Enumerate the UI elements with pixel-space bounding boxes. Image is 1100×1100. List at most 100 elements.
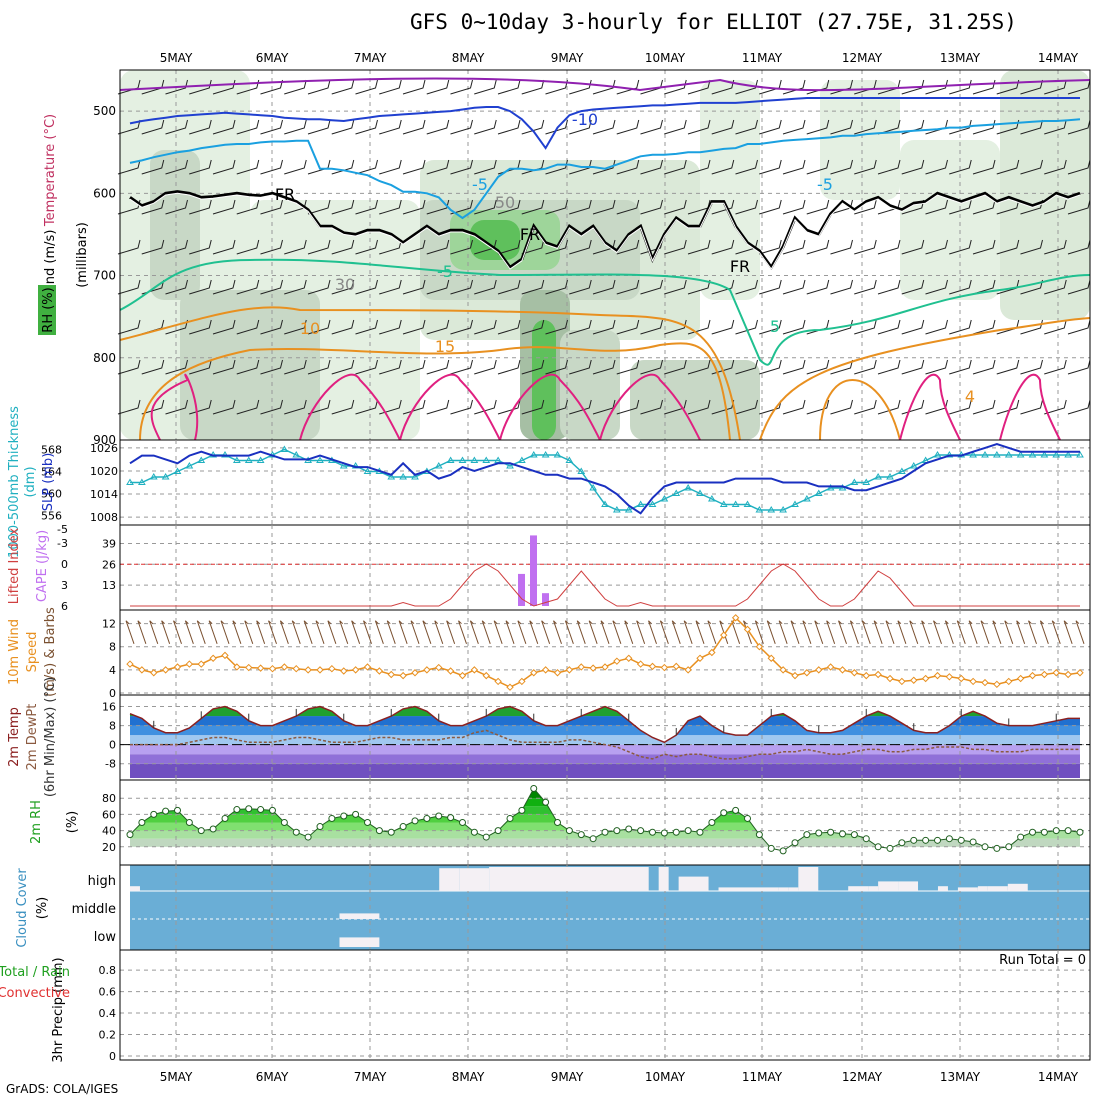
- surface-wind-barb: [968, 620, 978, 644]
- wind-speed-point: [767, 654, 775, 662]
- temp-band: [130, 725, 1080, 736]
- wind-barb: [972, 119, 996, 135]
- thickness-point: [624, 506, 633, 513]
- wind-barb: [735, 119, 758, 135]
- wind-barb: [426, 119, 450, 135]
- thickness-point: [886, 473, 894, 480]
- y-tick-label: 8: [109, 720, 116, 733]
- thickness-axis-title-text: 1000-500mb Thickness: [7, 406, 22, 558]
- temp-contour-20: [999, 373, 1061, 441]
- temp-contour-15: [139, 342, 901, 441]
- rh-shading: [470, 220, 520, 260]
- wind-barb: [949, 359, 972, 375]
- wind-barb: [379, 359, 402, 375]
- thickness-unit-title: (dm): [23, 466, 38, 497]
- wind-speed-point: [731, 614, 740, 622]
- wind-barb: [735, 319, 758, 335]
- wind-barb: [925, 79, 948, 95]
- wind-barb: [284, 159, 307, 175]
- thickness-point: [1028, 451, 1037, 458]
- wind-barb: [782, 319, 806, 335]
- wind-speed-point: [636, 660, 645, 668]
- thickness-point: [672, 489, 681, 496]
- wind-barb: [521, 359, 545, 375]
- wind-barb: [497, 119, 521, 135]
- wind-barb: [949, 279, 972, 295]
- surface-wind-barb: [505, 620, 515, 644]
- wind-barb: [117, 279, 141, 295]
- wind-barb: [545, 239, 568, 255]
- surface-wind-barb: [161, 620, 171, 644]
- y-tick-label: 40: [102, 825, 116, 838]
- wind-barb: [260, 199, 283, 215]
- wind-speed-point: [245, 663, 253, 672]
- thickness-point: [945, 451, 954, 458]
- wind-barb: [616, 239, 640, 255]
- rh-point: [150, 810, 158, 818]
- rh-point: [625, 825, 633, 833]
- y-tick-label: 900: [93, 433, 116, 447]
- wind-barb: [877, 239, 901, 255]
- wind-barb: [1067, 119, 1091, 135]
- cape-bar: [530, 535, 537, 606]
- surface-wind-barb: [790, 620, 800, 644]
- rh-point: [126, 831, 134, 839]
- thickness-point: [149, 473, 158, 480]
- wind-barb: [901, 319, 925, 335]
- rh-point: [482, 833, 490, 841]
- surface-wind-barb: [802, 620, 812, 644]
- day-label-bottom: 14MAY: [1038, 1070, 1079, 1084]
- wind-barb: [640, 399, 663, 415]
- day-label-bottom: 7MAY: [354, 1070, 387, 1084]
- temp-contour-minus15: [119, 77, 1091, 92]
- wind-barb: [474, 159, 497, 175]
- rh-point: [518, 806, 526, 814]
- rh-point: [506, 814, 514, 822]
- thickness-point: [933, 451, 942, 458]
- rh-point: [827, 828, 835, 836]
- rh-point: [684, 827, 692, 835]
- wind-barb: [212, 119, 236, 135]
- wind-barb: [854, 319, 877, 335]
- wind-barb: [640, 159, 663, 175]
- wind-barb: [355, 359, 378, 375]
- wind-barb: [949, 399, 972, 415]
- wind-speed-point: [387, 670, 395, 679]
- wind-barb: [877, 359, 901, 375]
- thickness-point: [874, 473, 883, 480]
- thickness-point: [1052, 451, 1061, 458]
- wind-barb: [141, 359, 165, 375]
- wind-barb: [972, 159, 996, 175]
- wind-speed-point: [518, 677, 526, 686]
- surface-wind-barb: [731, 620, 741, 644]
- thickness-point: [767, 506, 776, 513]
- wind-speed-point: [506, 683, 514, 691]
- wind-barb: [759, 319, 782, 335]
- y-tick-label: 16: [102, 701, 116, 714]
- high-cloud-block: [459, 868, 490, 891]
- wind-barb: [759, 359, 782, 375]
- rh-point: [1017, 833, 1025, 841]
- wind-barb: [545, 199, 568, 215]
- wind-barb: [379, 199, 402, 215]
- wind-barb: [402, 119, 426, 135]
- surface-wind-barb: [683, 620, 693, 644]
- wind-barb: [260, 279, 283, 295]
- wind-barb: [236, 199, 260, 215]
- wind-barb: [901, 239, 925, 255]
- wind-barb: [402, 239, 426, 255]
- high-cloud-block: [658, 867, 669, 891]
- thickness-point: [826, 484, 835, 491]
- surface-wind-barb: [137, 620, 147, 644]
- wind-barb: [996, 239, 1020, 255]
- surface-wind-barb: [814, 620, 824, 644]
- temp-line: [129, 705, 1080, 744]
- rh-point: [945, 835, 953, 843]
- wind-barb: [521, 319, 545, 335]
- wind-barb: [854, 399, 877, 415]
- day-label-top: 6MAY: [256, 51, 289, 65]
- rh-point: [803, 831, 811, 839]
- wind-barb: [854, 199, 877, 215]
- middle-cloud-block: [339, 913, 380, 919]
- wind-barb: [521, 119, 545, 135]
